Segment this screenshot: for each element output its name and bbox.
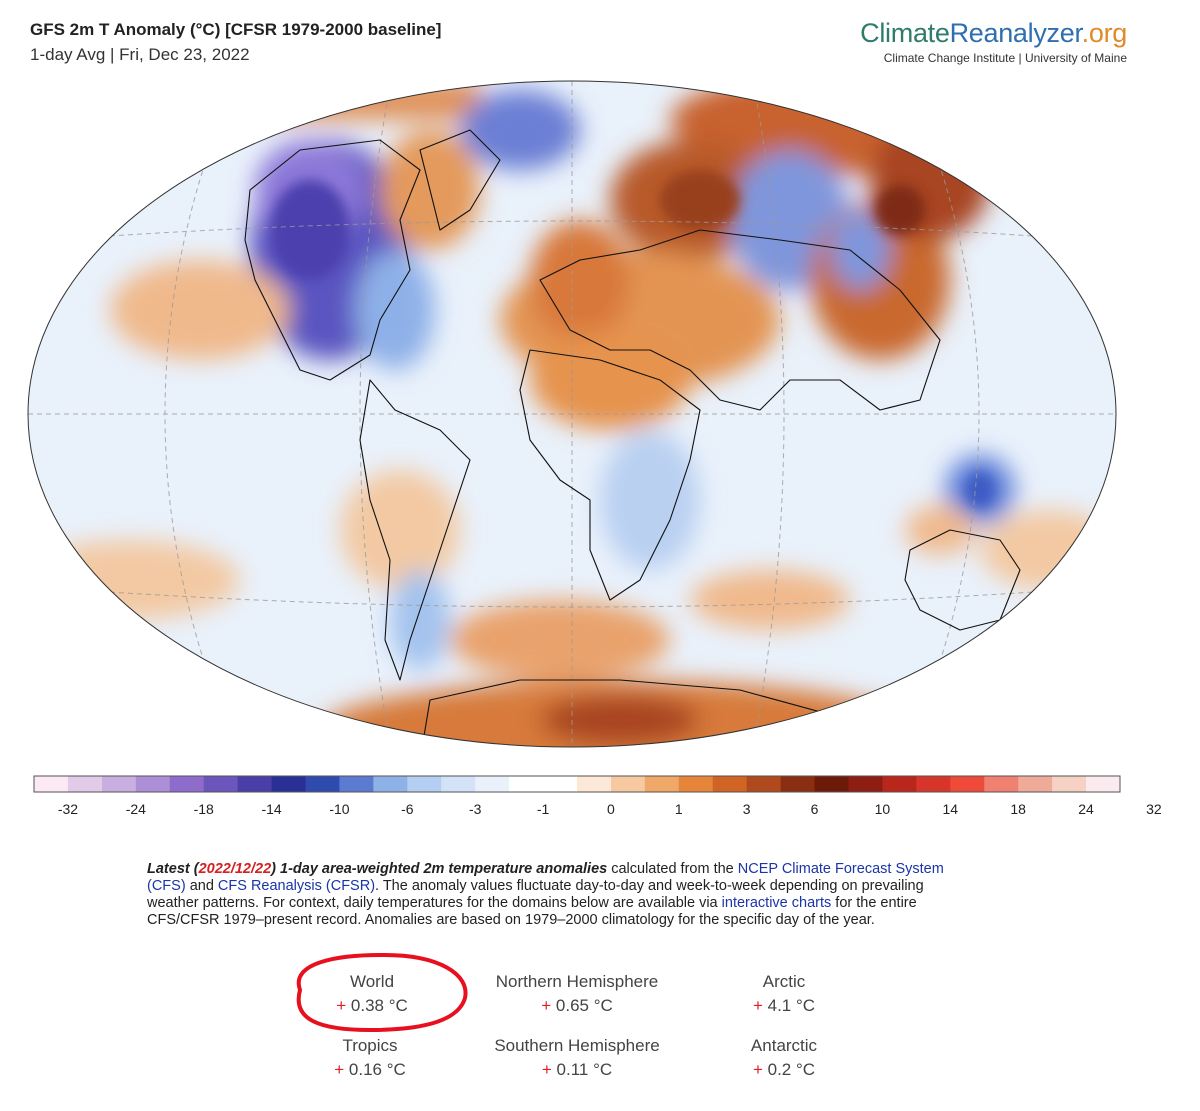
brand-logo[interactable]: ClimateReanalyzer.org Climate Change Ins… — [860, 18, 1127, 65]
legend-swatch — [780, 776, 816, 792]
legend-tick-label: 1 — [675, 801, 683, 817]
link-cfsr[interactable]: CFS Reanalysis (CFSR) — [217, 878, 376, 894]
legend-swatch — [339, 776, 374, 792]
map-subtitle: 1-day Avg | Fri, Dec 23, 2022 — [30, 45, 250, 64]
color-legend: -32 -24 -18 -14 -10 -6 -3 -1 0 1 3 6 10 14 18 24 32 — [33, 775, 1162, 817]
legend-tick-label: 10 — [875, 801, 891, 817]
legend-tick-label: -6 — [401, 801, 414, 817]
link-interactive-charts[interactable]: interactive charts — [721, 895, 832, 911]
legend-swatch — [950, 776, 985, 792]
legend-tick-label: -24 — [126, 801, 146, 817]
legend-swatch — [475, 776, 510, 792]
legend-tick-label: 32 — [1146, 801, 1162, 817]
legend-swatch — [916, 776, 951, 792]
brand-institution: Climate Change Institute | University of… — [883, 51, 1127, 65]
stat-sh-label: Southern Hemisphere — [494, 1036, 660, 1055]
legend-tick-label: 0 — [607, 801, 615, 817]
legend-tick-label: 18 — [1010, 801, 1026, 817]
legend-tick-label: -32 — [58, 801, 78, 817]
stat-sh-value: + 0.11 °C — [541, 1060, 613, 1079]
anomaly-map — [27, 80, 1117, 748]
legend-swatch — [984, 776, 1019, 792]
stat-antarctic: Antarctic + 0.2 °C — [664, 1036, 904, 1080]
stat-world-value: + 0.38 °C — [336, 996, 408, 1015]
stat-nh-label: Northern Hemisphere — [495, 972, 659, 991]
legend-tick-label: -10 — [329, 801, 349, 817]
legend-swatch — [882, 776, 917, 792]
stat-world-label: World — [349, 972, 395, 991]
legend-swatch — [203, 776, 239, 792]
map-title: GFS 2m T Anomaly (°C) [CFSR 1979-2000 ba… — [30, 20, 442, 39]
legend-swatch — [305, 776, 340, 792]
legend-swatch — [509, 776, 544, 792]
legend-swatch — [610, 776, 646, 792]
stat-arctic: Arctic + 4.1 °C — [664, 972, 904, 1016]
stat-antarctic-label: Antarctic — [750, 1036, 818, 1055]
brand-name: ClimateReanalyzer.org — [860, 18, 1127, 48]
description-text: Latest (2022/12/22) 1-day area-weighted … — [147, 861, 944, 928]
stat-tropics-label: Tropics — [342, 1036, 398, 1055]
legend-swatch — [746, 776, 782, 792]
legend-tick-label: -14 — [261, 801, 281, 817]
legend-swatch — [271, 776, 306, 792]
legend-tick-label: -3 — [469, 801, 482, 817]
legend-swatch — [644, 776, 680, 792]
legend-swatch — [34, 776, 69, 792]
stat-antarctic-value: + 0.2 °C — [752, 1060, 816, 1079]
legend-swatch — [1086, 776, 1121, 792]
legend-swatch — [543, 776, 578, 792]
legend-swatch — [373, 776, 408, 792]
legend-tick-label: -1 — [537, 801, 550, 817]
legend-swatch — [1018, 776, 1053, 792]
legend-swatch — [67, 776, 103, 792]
legend-swatch — [441, 776, 476, 792]
legend-swatch — [169, 776, 205, 792]
stat-tropics-value: + 0.16 °C — [334, 1060, 406, 1079]
legend-swatch — [135, 776, 171, 792]
legend-tick-label: 14 — [943, 801, 959, 817]
legend-tick-label: 3 — [743, 801, 751, 817]
legend-tick-label: 24 — [1078, 801, 1094, 817]
legend-swatch — [712, 776, 748, 792]
link-cfs[interactable]: NCEP Climate Forecast System (CFS) — [147, 861, 944, 894]
legend-swatch — [407, 776, 442, 792]
stat-arctic-label: Arctic — [762, 972, 806, 991]
stat-nh-value: + 0.65 °C — [541, 996, 613, 1015]
legend-swatch — [848, 776, 883, 792]
legend-swatch — [814, 776, 849, 792]
stat-northern-hemisphere: Northern Hemisphere + 0.65 °C — [457, 972, 697, 1016]
legend-swatch — [101, 776, 137, 792]
legend-swatch — [1052, 776, 1087, 792]
stat-tropics: Tropics + 0.16 °C — [250, 1036, 490, 1080]
legend-swatch — [678, 776, 714, 792]
legend-tick-label: 6 — [811, 801, 819, 817]
stat-world: World + 0.38 °C — [252, 972, 492, 1016]
legend-swatch — [237, 776, 273, 792]
legend-tick-label: -18 — [194, 801, 214, 817]
stat-southern-hemisphere: Southern Hemisphere + 0.11 °C — [457, 1036, 697, 1080]
legend-swatch — [577, 776, 612, 792]
stat-arctic-value: + 4.1 °C — [752, 996, 816, 1015]
